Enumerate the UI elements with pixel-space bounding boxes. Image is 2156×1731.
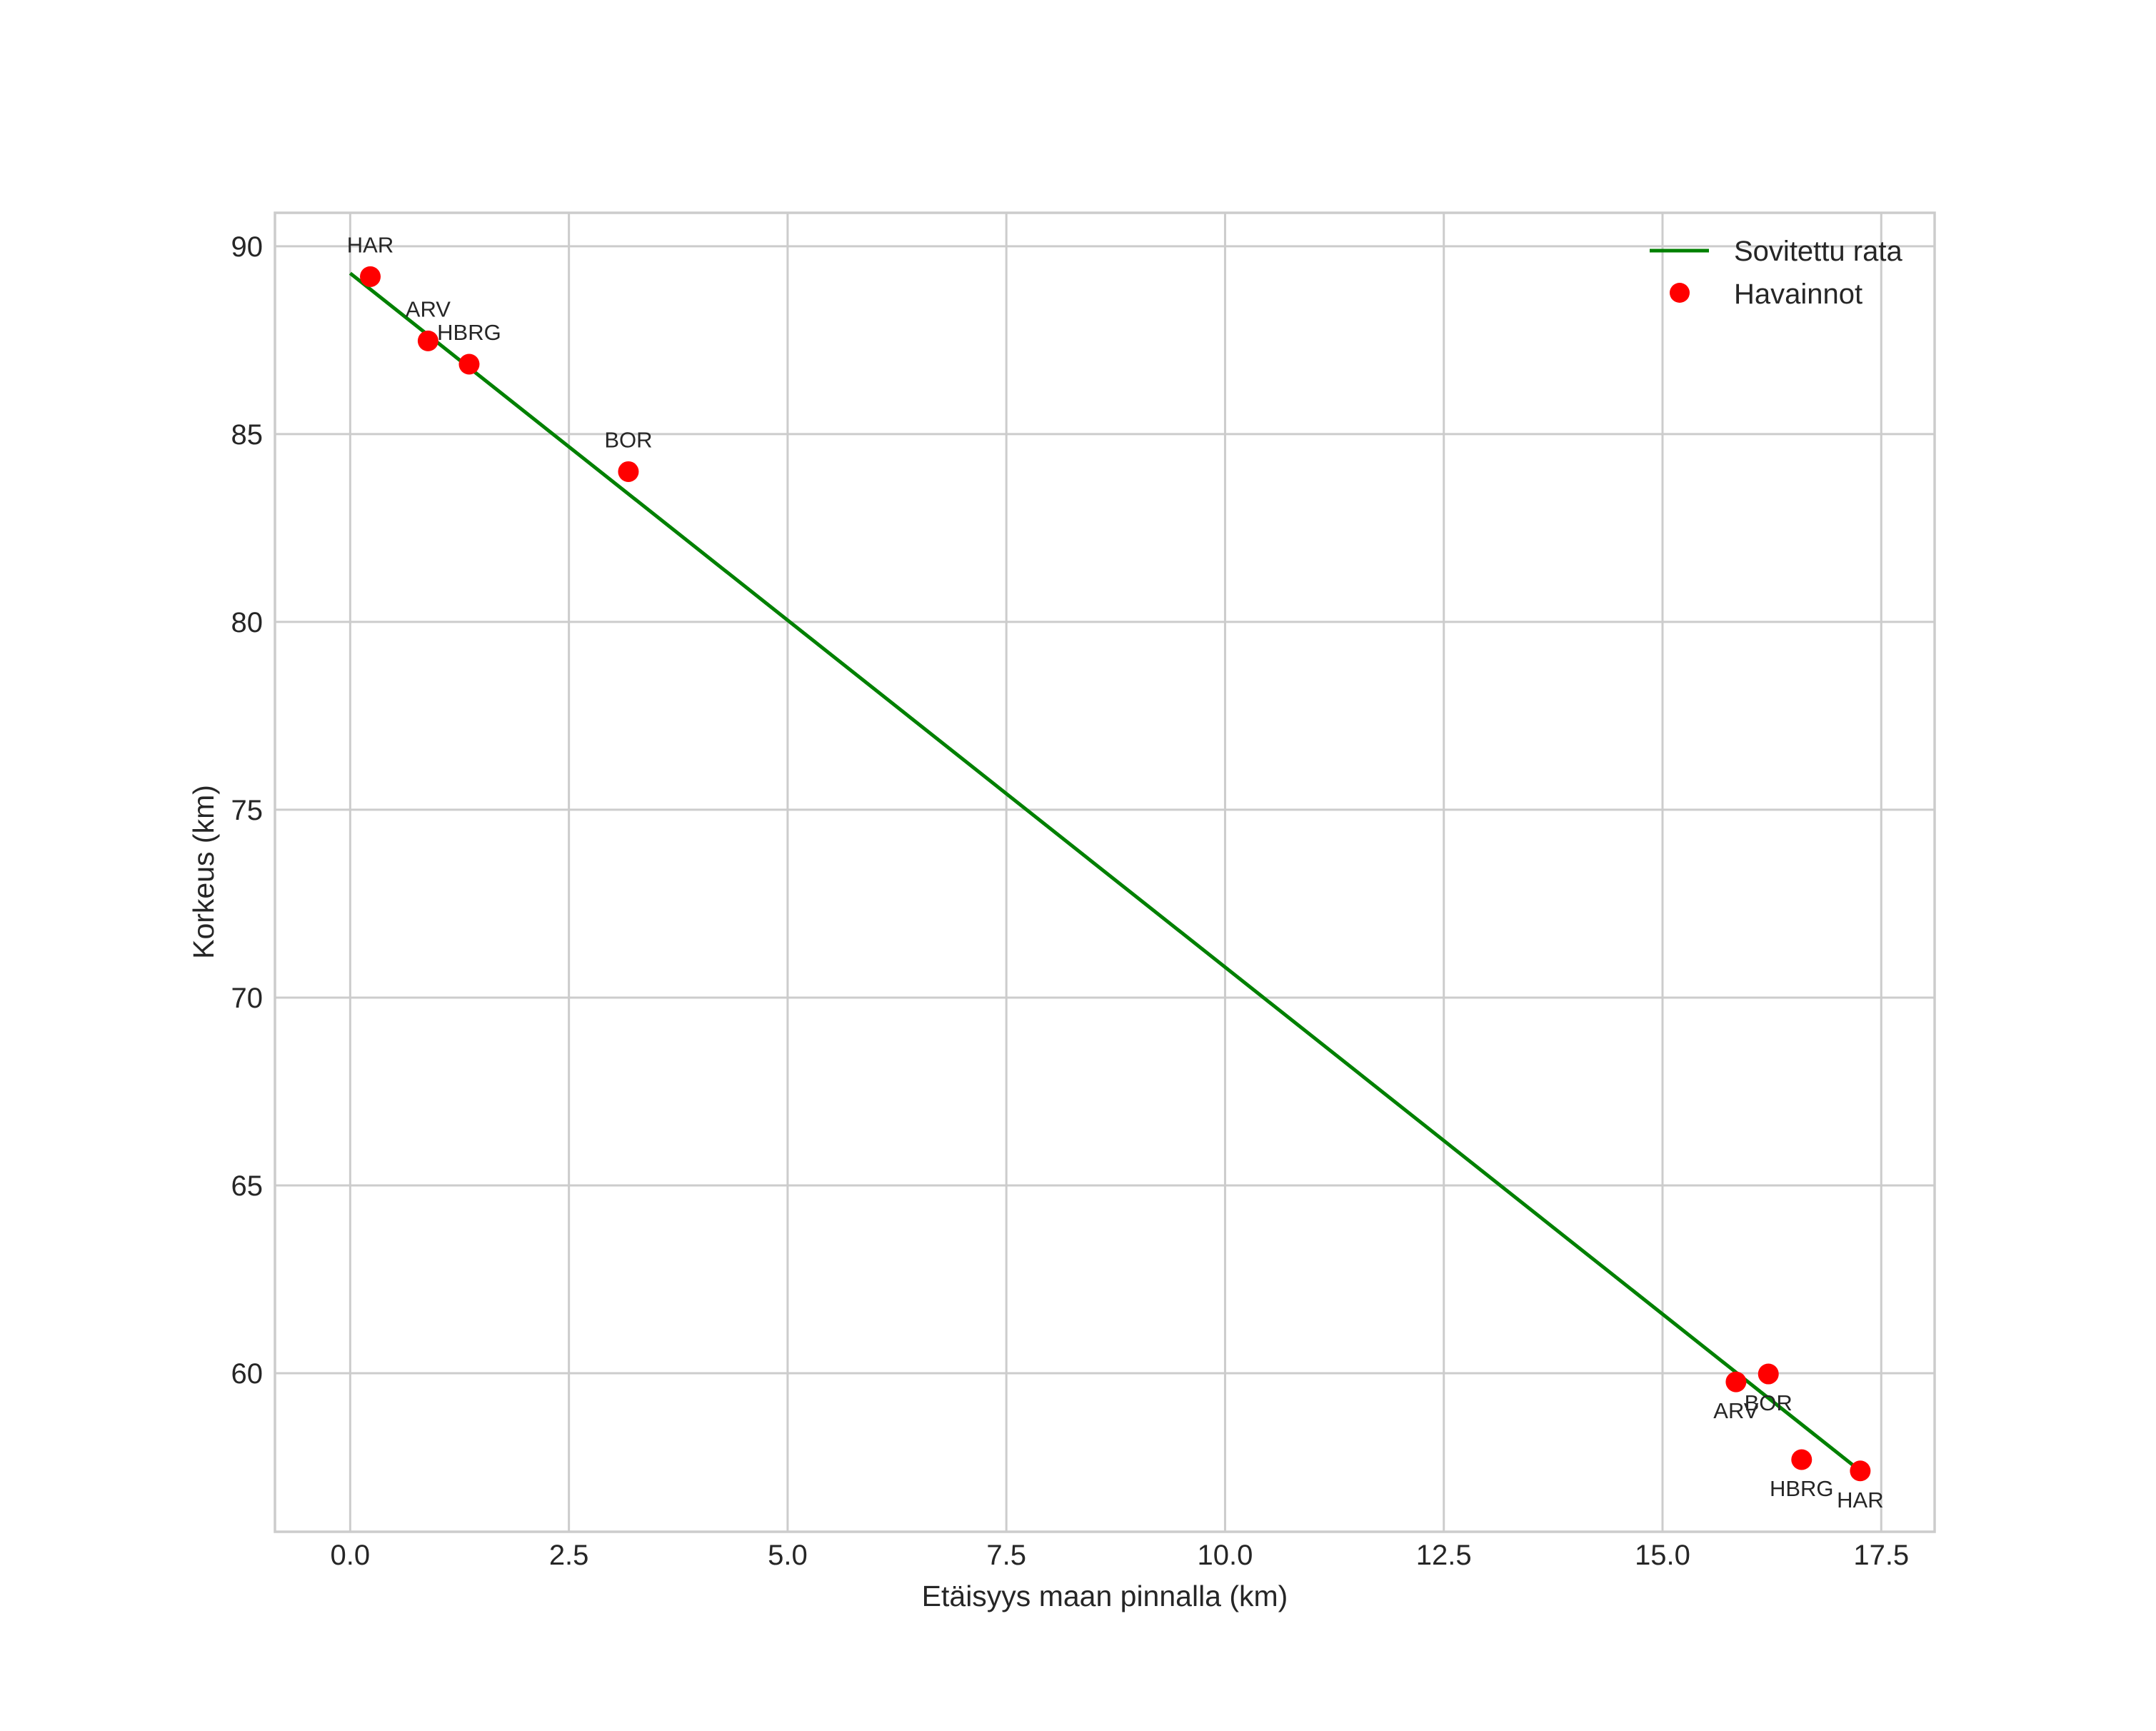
station-label: HBRG bbox=[1770, 1476, 1834, 1501]
legend-label-observations: Havainnot bbox=[1734, 279, 1862, 310]
observation-point bbox=[1791, 1449, 1812, 1470]
plot-frame bbox=[274, 211, 1936, 1533]
y-tick-label: 60 bbox=[231, 1358, 264, 1390]
y-axis-title: Korkeus (km) bbox=[187, 785, 220, 959]
fitted-track-line bbox=[349, 271, 1862, 1472]
station-label: ARV bbox=[1713, 1398, 1759, 1423]
observation-point bbox=[1725, 1371, 1747, 1393]
observation-point bbox=[1758, 1363, 1779, 1385]
grid-lines bbox=[275, 213, 1935, 1532]
legend-dot-icon bbox=[1670, 283, 1690, 303]
x-tick-label: 12.5 bbox=[1416, 1540, 1472, 1571]
y-tick-label: 75 bbox=[231, 795, 264, 826]
x-axis-ticks: 0.0 2.5 5.0 7.5 10.0 12.5 15.0 17.5 bbox=[331, 1540, 1910, 1571]
station-label: HBRG bbox=[437, 320, 501, 345]
observation-point bbox=[458, 353, 480, 375]
observation-point bbox=[417, 330, 438, 351]
station-label: HAR bbox=[1837, 1487, 1883, 1512]
station-label: HAR bbox=[347, 232, 393, 257]
y-tick-label: 85 bbox=[231, 419, 264, 451]
x-tick-label: 10.0 bbox=[1198, 1540, 1253, 1571]
x-tick-label: 2.5 bbox=[549, 1540, 589, 1571]
y-tick-label: 90 bbox=[231, 231, 264, 263]
y-tick-label: 70 bbox=[231, 983, 264, 1014]
plot-series bbox=[349, 266, 1871, 1482]
x-tick-label: 0.0 bbox=[331, 1540, 371, 1571]
x-tick-label: 17.5 bbox=[1853, 1540, 1909, 1571]
observation-point bbox=[618, 461, 639, 482]
observation-point bbox=[1850, 1460, 1871, 1482]
legend: Sovitettu rata Havainnot bbox=[1650, 236, 1902, 310]
x-tick-label: 5.0 bbox=[768, 1540, 808, 1571]
station-label: ARV bbox=[406, 296, 451, 321]
legend-label-fitted-track: Sovitettu rata bbox=[1734, 236, 1902, 267]
x-axis-title: Etäisyys maan pinnalla (km) bbox=[922, 1580, 1288, 1612]
y-axis-ticks: 60 65 70 75 80 85 90 bbox=[231, 231, 264, 1390]
y-tick-label: 80 bbox=[231, 607, 264, 638]
x-tick-label: 7.5 bbox=[986, 1540, 1026, 1571]
station-label: BOR bbox=[604, 427, 652, 452]
y-tick-label: 65 bbox=[231, 1170, 264, 1202]
station-label: BOR bbox=[1745, 1390, 1793, 1415]
observation-point bbox=[360, 266, 381, 287]
x-tick-label: 15.0 bbox=[1635, 1540, 1690, 1571]
